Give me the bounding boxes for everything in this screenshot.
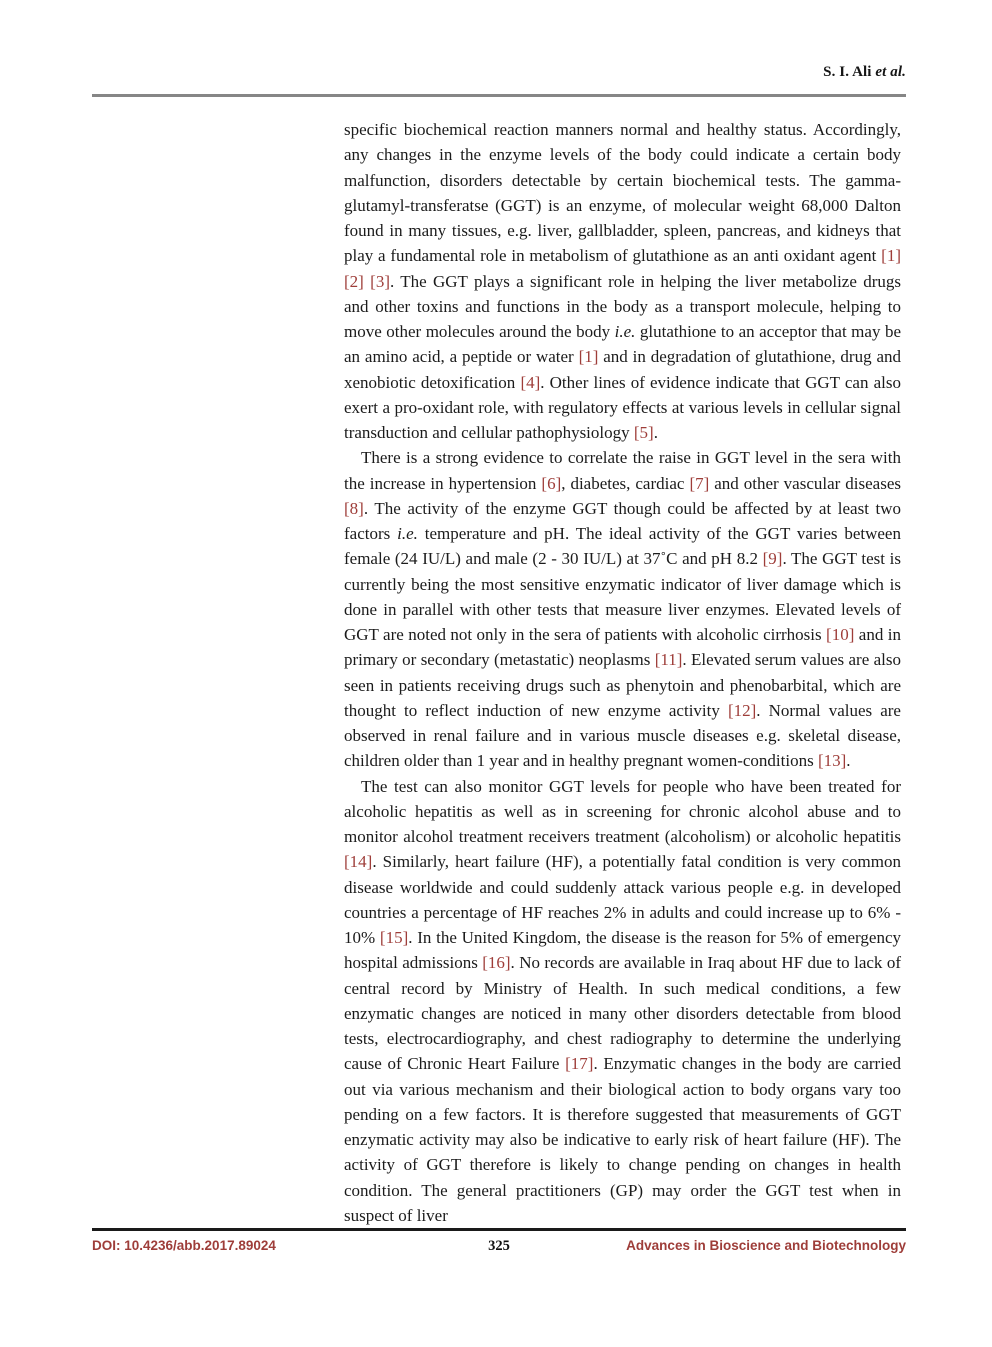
- body-paragraphs: specific biochemical reaction manners no…: [344, 117, 901, 1228]
- text-run: , diabetes, cardiac: [561, 473, 690, 493]
- paragraph: There is a strong evidence to correlate …: [344, 445, 901, 773]
- citation-link[interactable]: [1]: [881, 246, 901, 266]
- text-run: .: [653, 423, 658, 442]
- footer-rule: [92, 1228, 906, 1231]
- citation-link[interactable]: [5]: [633, 423, 654, 442]
- text-run: . The GGT plays a significant role in he…: [344, 271, 901, 342]
- citation-link[interactable]: [10]: [826, 625, 855, 644]
- citation-link[interactable]: [2]: [344, 271, 364, 291]
- text-run: and in degradation of glutathione, drug …: [344, 347, 901, 392]
- running-head: S. I. Ali et al.: [92, 64, 906, 81]
- citation-link[interactable]: [6]: [541, 473, 562, 493]
- text-run: and other vascular diseases: [709, 473, 901, 493]
- citation-link[interactable]: [1]: [578, 347, 599, 367]
- text-run: . No records are available in Iraq about…: [344, 953, 901, 1074]
- text-run: glutathione to an acceptor that may be a…: [344, 322, 901, 367]
- text-run: specific biochemical reaction manners no…: [344, 120, 901, 266]
- text-run: . Normal values are observed in renal fa…: [344, 700, 901, 771]
- running-head-etal: et al.: [875, 64, 906, 80]
- citation-link[interactable]: [16]: [482, 953, 511, 973]
- paragraph: The test can also monitor GGT levels for…: [344, 774, 901, 1229]
- paragraph: specific biochemical reaction manners no…: [344, 117, 901, 445]
- citation-link[interactable]: [17]: [565, 1054, 594, 1074]
- citation-link[interactable]: [13]: [817, 751, 847, 771]
- text-run: and in primary or secondary (metastatic)…: [344, 625, 901, 670]
- text-run: temperature and pH. The ideal activity o…: [344, 524, 901, 569]
- footer-doi[interactable]: DOI: 10.4236/abb.2017.89024: [92, 1238, 276, 1253]
- text-run: .: [846, 751, 851, 771]
- text-run: . Other lines of evidence indicate that …: [344, 372, 901, 443]
- italic-text: i.e.: [397, 524, 418, 543]
- text-run: . Elevated serum values are also seen in…: [344, 650, 902, 720]
- text-run: . The activity of the enzyme GGT though …: [344, 498, 901, 543]
- citation-link[interactable]: [12]: [727, 700, 757, 720]
- citation-link[interactable]: [9]: [762, 549, 783, 569]
- text-run: . Similarly, heart failure (HF), a poten…: [344, 852, 901, 947]
- footer-page-number: 325: [488, 1238, 510, 1254]
- citation-link[interactable]: [15]: [379, 928, 409, 947]
- text-run: The test can also monitor GGT levels for…: [344, 776, 901, 847]
- citation-link[interactable]: [7]: [689, 473, 710, 493]
- text-run: . In the United Kingdom, the disease is …: [344, 928, 901, 973]
- citation-link[interactable]: [8]: [344, 498, 364, 518]
- page-footer: DOI: 10.4236/abb.2017.89024 325 Advances…: [92, 1238, 906, 1255]
- citation-link[interactable]: [3]: [370, 271, 390, 291]
- citation-link[interactable]: [14]: [344, 852, 373, 872]
- citation-link[interactable]: [11]: [654, 650, 683, 670]
- footer-journal-name: Advances in Bioscience and Biotechnology: [626, 1238, 906, 1253]
- italic-text: i.e.: [614, 322, 636, 341]
- text-run: . The GGT test is currently being the mo…: [344, 549, 901, 644]
- citation-link[interactable]: [4]: [520, 372, 541, 392]
- header-rule: [92, 94, 906, 97]
- running-head-author: S. I. Ali: [823, 64, 876, 80]
- text-run: . Enzymatic changes in the body are carr…: [344, 1054, 901, 1225]
- text-run: There is a strong evidence to correlate …: [344, 448, 901, 493]
